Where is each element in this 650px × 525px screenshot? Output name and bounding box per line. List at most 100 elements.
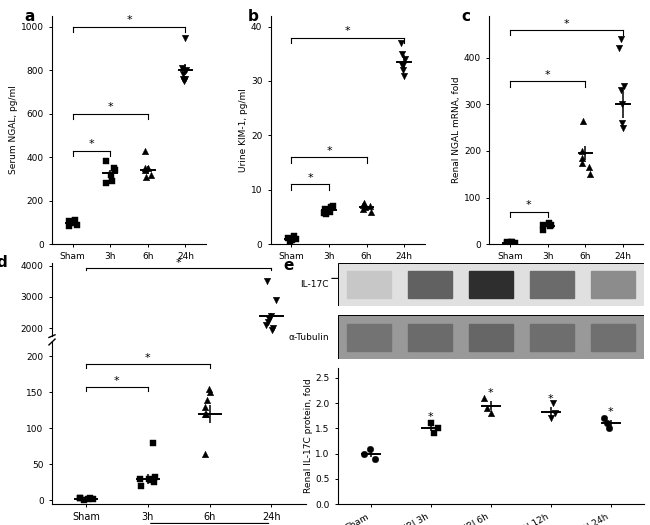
Point	[88, 387, 98, 395]
Point	[70, 216, 80, 224]
Point	[263, 318, 274, 326]
Point	[538, 226, 549, 234]
Text: a: a	[24, 9, 34, 24]
Point	[148, 384, 159, 393]
Text: *: *	[126, 15, 132, 26]
Point	[200, 449, 210, 458]
Point	[179, 77, 189, 85]
Text: *: *	[176, 258, 181, 268]
Point	[146, 386, 157, 394]
Text: IRI: IRI	[579, 295, 592, 304]
Y-axis label: Renal NGAL mRNA, fold: Renal NGAL mRNA, fold	[452, 77, 461, 183]
Point	[325, 207, 335, 216]
Point	[140, 173, 151, 181]
Point	[146, 170, 156, 178]
Point	[79, 496, 89, 504]
Point	[358, 205, 369, 213]
Point	[398, 66, 408, 75]
Point	[365, 444, 375, 453]
Y-axis label: Urine KIM-1, pg/ml: Urine KIM-1, pg/ml	[239, 88, 248, 172]
Point	[616, 35, 626, 43]
Text: *: *	[345, 26, 350, 36]
Point	[88, 495, 98, 503]
Point	[399, 71, 410, 80]
Point	[100, 158, 110, 166]
Point	[504, 239, 514, 247]
Text: *: *	[488, 387, 493, 397]
Point	[75, 386, 86, 395]
Bar	[591, 271, 635, 298]
Point	[510, 238, 520, 247]
Point	[283, 234, 293, 242]
Point	[202, 382, 212, 391]
Point	[616, 119, 627, 127]
Text: *: *	[88, 140, 94, 150]
Point	[617, 100, 627, 109]
Point	[400, 55, 410, 64]
Point	[201, 410, 211, 418]
Point	[68, 219, 79, 228]
Point	[110, 166, 120, 174]
Point	[181, 66, 192, 75]
Point	[482, 404, 492, 413]
Point	[479, 394, 489, 402]
Point	[179, 75, 190, 83]
Point	[144, 475, 155, 483]
Point	[365, 202, 375, 210]
Point	[75, 494, 86, 502]
Point	[359, 449, 370, 458]
Point	[358, 201, 369, 209]
Point	[66, 218, 77, 227]
Text: *: *	[545, 70, 551, 80]
Text: IRI: IRI	[360, 295, 373, 304]
Bar	[346, 323, 391, 351]
Point	[135, 386, 146, 394]
Point	[577, 154, 588, 162]
Point	[84, 387, 95, 395]
Point	[143, 164, 153, 172]
Point	[599, 414, 609, 423]
Point	[83, 495, 93, 503]
Text: *: *	[526, 201, 532, 211]
Y-axis label: Renal KIM-1 mRNA, fold: Renal KIM-1 mRNA, fold	[0, 345, 1, 452]
Point	[328, 202, 338, 210]
Point	[205, 388, 215, 396]
Point	[144, 386, 155, 394]
Point	[285, 237, 295, 246]
Point	[543, 219, 554, 227]
Point	[550, 409, 560, 417]
Point	[578, 117, 588, 125]
Point	[202, 395, 212, 404]
Point	[366, 207, 376, 216]
Point	[150, 473, 161, 481]
Point	[266, 326, 277, 334]
Point	[205, 382, 215, 391]
Text: *: *	[548, 394, 553, 404]
Point	[72, 220, 83, 229]
Point	[101, 179, 111, 187]
Text: *: *	[145, 353, 151, 363]
Point	[178, 75, 188, 83]
Point	[177, 64, 187, 72]
Point	[203, 385, 214, 393]
Point	[319, 205, 330, 213]
Point	[398, 60, 409, 69]
Point	[200, 410, 210, 418]
Point	[577, 159, 588, 167]
Point	[136, 386, 146, 394]
Bar	[530, 323, 574, 351]
Point	[140, 166, 150, 174]
Point	[271, 296, 281, 304]
Point	[583, 163, 593, 172]
Point	[502, 238, 512, 247]
Point	[359, 203, 370, 212]
Point	[545, 222, 555, 230]
Bar	[408, 271, 452, 298]
Point	[507, 238, 517, 246]
Point	[83, 387, 93, 395]
Bar	[530, 271, 574, 298]
Point	[136, 482, 146, 490]
Point	[502, 238, 512, 246]
Point	[84, 494, 95, 502]
Text: *: *	[114, 376, 120, 386]
